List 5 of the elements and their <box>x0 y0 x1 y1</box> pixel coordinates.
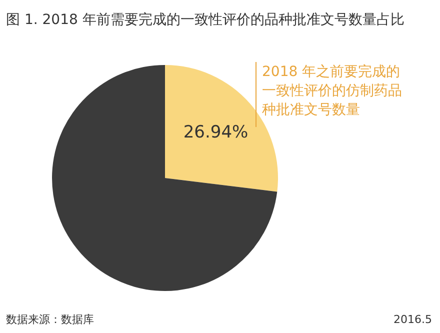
chart-title: 图 1. 2018 年前需要完成的一致性评价的品种批准文号数量占比 <box>6 12 404 28</box>
source-note: 数据来源：数据库 <box>6 313 94 326</box>
slice-label: 2018 年之前要完成的一致性评价的仿制药品种批准文号数量 <box>262 64 402 118</box>
data-label: 26.94% <box>183 122 248 143</box>
text: 2016.5 <box>394 313 432 326</box>
